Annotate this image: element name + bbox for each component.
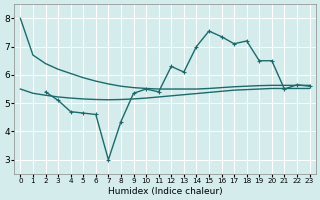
X-axis label: Humidex (Indice chaleur): Humidex (Indice chaleur) [108,187,222,196]
